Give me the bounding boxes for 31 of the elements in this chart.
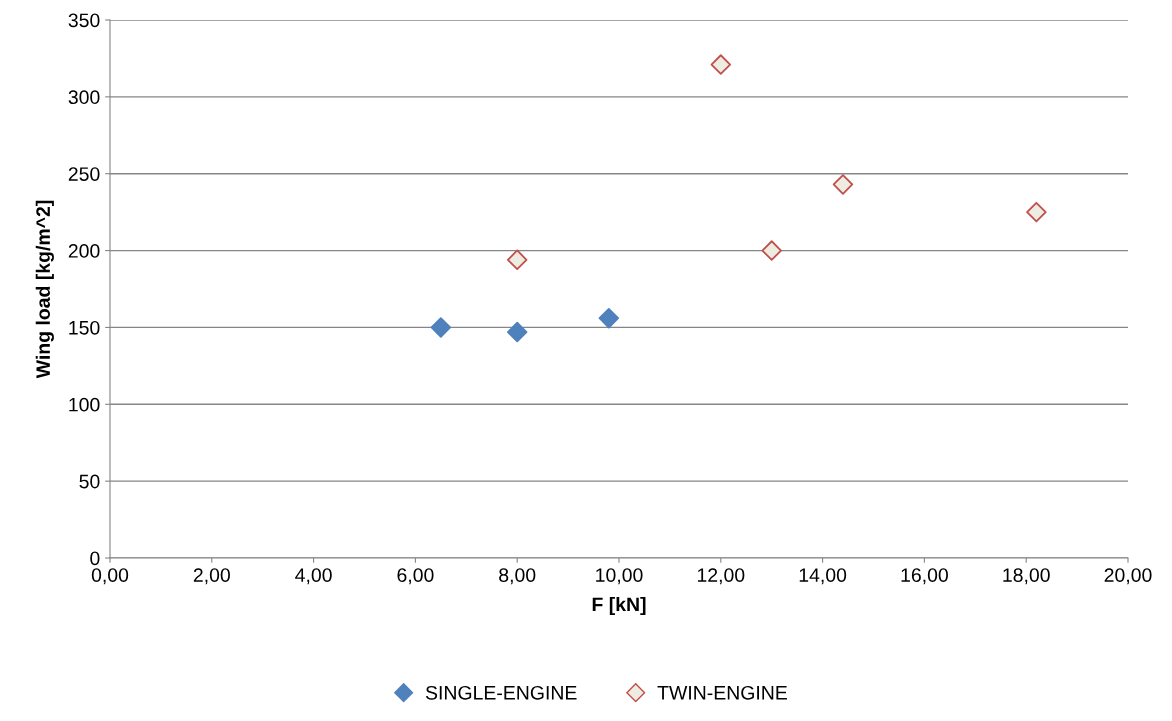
x-tick-label: 0,00 — [91, 568, 129, 585]
point — [1026, 201, 1047, 223]
y-tick-label: 0 — [90, 551, 100, 566]
x-tick-label: 20,00 — [1104, 568, 1152, 585]
y-tick-label: 150 — [69, 320, 100, 335]
legend-label: TWIN-ENGINE — [657, 685, 787, 700]
y-tick-label: 250 — [68, 167, 100, 181]
point — [710, 54, 732, 75]
y-tick-label: 350 — [68, 13, 100, 28]
y-tick-label: 300 — [68, 90, 100, 105]
point — [506, 321, 528, 343]
x-tick-label: 18,00 — [1003, 568, 1050, 585]
y-tick-label: 200 — [68, 244, 100, 258]
point — [506, 249, 528, 271]
y-axis-title: Wing load [kg/m^2] — [35, 200, 54, 379]
x-tick-label: 10,00 — [596, 568, 643, 585]
legend-label: SINGLE-ENGINE — [425, 685, 577, 700]
point — [598, 307, 620, 329]
x-tick-label: 2,00 — [193, 568, 230, 585]
x-tick-label: 4,00 — [295, 568, 332, 585]
x-axis-title: F [kN] — [592, 596, 646, 616]
x-tick-label: 8,00 — [499, 568, 536, 585]
point — [761, 240, 782, 261]
x-tick-label: 6,00 — [397, 568, 434, 585]
x-tick-label: 14,00 — [799, 568, 847, 585]
y-tick-label: 50 — [79, 474, 100, 489]
y-tick-label: 100 — [69, 397, 100, 412]
x-tick-label: 12,00 — [697, 568, 745, 585]
point — [832, 174, 854, 195]
x-tick-label: 16,00 — [901, 568, 948, 585]
point — [430, 317, 452, 338]
